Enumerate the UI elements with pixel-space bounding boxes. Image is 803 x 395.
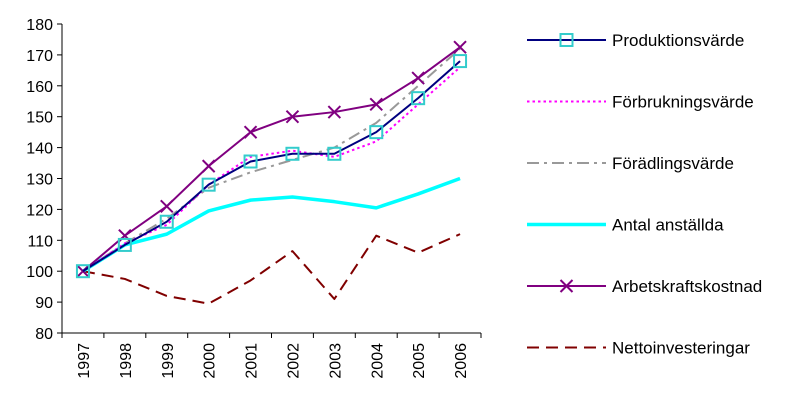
y-tick-label: 170 — [26, 48, 53, 65]
data-point — [411, 71, 425, 85]
legend-label: Antal anställda — [612, 216, 724, 235]
data-point — [243, 125, 258, 139]
data-point — [159, 214, 174, 229]
x-tick-label: 2006 — [453, 343, 470, 379]
legend-item: Förädlingsvärde — [527, 154, 734, 173]
legend-item: Förbrukningsvärde — [527, 93, 754, 112]
data-point — [411, 91, 426, 106]
x-tick-label: 2001 — [244, 343, 261, 379]
data-point — [369, 97, 383, 112]
data-point — [369, 125, 384, 140]
y-tick-label: 130 — [26, 172, 53, 189]
series-line — [82, 60, 461, 273]
data-point — [327, 146, 342, 161]
y-tick-label: 120 — [26, 202, 53, 219]
series-antal-anst-llda — [82, 176, 461, 273]
x-tick-label: 1999 — [160, 343, 177, 379]
x-tick-label: 2000 — [202, 343, 219, 379]
legend-label: Förädlingsvärde — [612, 154, 734, 173]
y-tick-label: 80 — [35, 326, 53, 343]
y-tick-label: 110 — [27, 233, 53, 250]
y-tick-label: 150 — [26, 110, 53, 127]
series-line — [82, 46, 461, 272]
legend-item: Arbetskraftskostnad — [527, 277, 762, 296]
data-point — [160, 199, 174, 214]
series-line — [82, 176, 461, 273]
x-tick-label: 2003 — [327, 343, 344, 379]
legend-item: Nettoinvesteringar — [527, 339, 750, 358]
data-point — [285, 109, 300, 124]
legend-label: Nettoinvesteringar — [612, 339, 750, 358]
series-f-r-dlingsv-rde — [82, 47, 461, 273]
data-point — [285, 146, 300, 161]
x-tick-label: 1998 — [118, 343, 135, 379]
x-tick-label: 1997 — [76, 343, 93, 379]
data-point — [201, 177, 216, 192]
series-nettoinvesteringar — [82, 233, 461, 305]
legend-label: Arbetskraftskostnad — [612, 277, 762, 296]
data-point — [243, 154, 258, 169]
series-produktionsv-rde — [75, 54, 468, 279]
x-tick-label: 2002 — [285, 343, 302, 379]
legend-label: Förbrukningsvärde — [612, 93, 754, 112]
x-tick-label: 2005 — [411, 343, 428, 379]
legend-marker — [559, 33, 574, 47]
x-tick-label: 2004 — [369, 343, 386, 379]
plot-area: 80 90 100 110 120 130 140 150 160 170 180 1997 1998 1… — [26, 17, 482, 379]
data-point — [453, 54, 468, 69]
legend-marker — [559, 279, 574, 293]
data-point — [117, 237, 132, 252]
y-tick-label: 90 — [35, 295, 53, 312]
data-point — [201, 159, 216, 173]
series-line — [82, 233, 461, 305]
y-tick-label: 180 — [26, 17, 53, 34]
legend-label: Produktionsvärde — [612, 31, 744, 50]
y-tick-label: 140 — [26, 141, 53, 158]
legend: Produktionsvärde Förbrukningsvärde Förädli… — [527, 31, 762, 358]
y-tick-label: 160 — [26, 79, 53, 96]
y-tick-label: 100 — [26, 264, 53, 281]
data-point — [75, 264, 90, 279]
legend-item: Antal anställda — [527, 216, 724, 235]
data-point — [453, 40, 467, 54]
legend-item: Produktionsvärde — [527, 31, 744, 50]
series-line — [82, 47, 461, 273]
data-point — [327, 105, 342, 119]
